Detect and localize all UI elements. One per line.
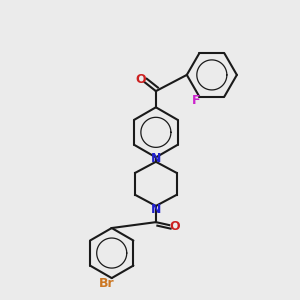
Text: F: F bbox=[191, 94, 200, 106]
Text: O: O bbox=[135, 74, 146, 86]
Text: O: O bbox=[169, 220, 180, 233]
Text: N: N bbox=[151, 203, 161, 216]
Text: Br: Br bbox=[99, 277, 114, 290]
Text: N: N bbox=[151, 152, 161, 165]
